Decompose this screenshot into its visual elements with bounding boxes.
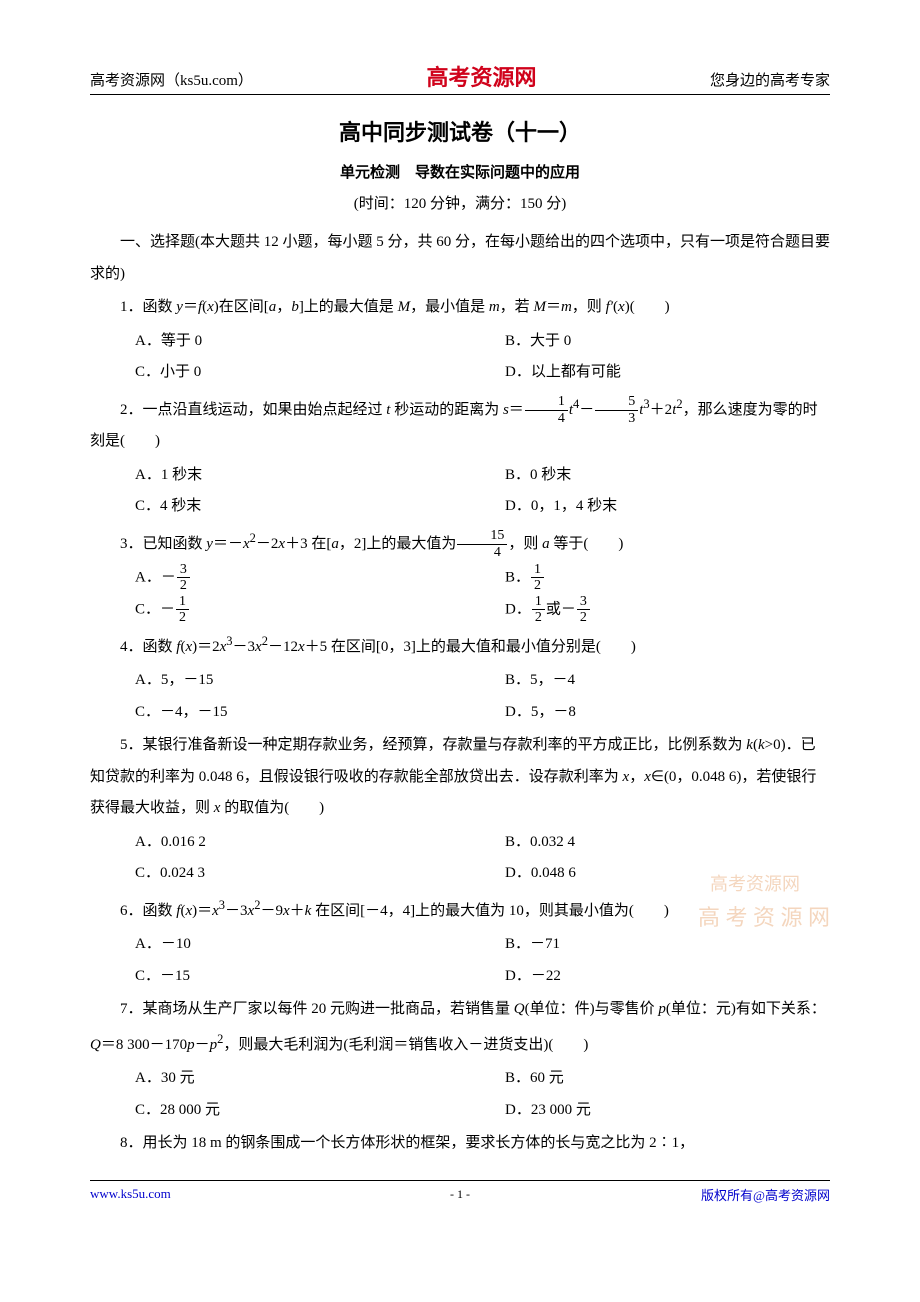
q1-opt-d: D．以上都有可能 — [460, 357, 830, 389]
section-text: 一、选择题(本大题共 12 小题，每小题 5 分，共 60 分，在每小题给出的四… — [90, 234, 830, 282]
q1-opt-b: B．大于 0 — [460, 326, 830, 358]
q3-opt-c: C．－12 — [90, 594, 460, 626]
q6-opt-d: D．－22 — [460, 961, 830, 993]
footer-copyright: 版权所有@高考资源网 — [701, 1185, 830, 1204]
q1-opt-a: A．等于 0 — [90, 326, 460, 358]
question-6-options: A．－10 B．－71 C．－15 D．－22 — [90, 929, 830, 992]
q7-opt-b: B．60 元 — [460, 1063, 830, 1095]
exam-subtitle: 单元检测 导数在实际问题中的应用 — [90, 161, 830, 182]
question-5-options: A．0.016 2 B．0.032 4 C．0.024 3 D．0.048 6 — [90, 827, 830, 890]
footer-url: www.ks5u.com — [90, 1186, 171, 1202]
question-4: 4．函数 f(x)＝2x3－3x2－12x＋5 在区间[0，3]上的最大值和最小… — [90, 628, 830, 664]
question-3: 3．已知函数 y＝－x2－2x＋3 在[a，2]上的最大值为154，则 a 等于… — [90, 525, 830, 561]
q3-opt-d: D．12或－32 — [460, 594, 830, 626]
header-right: 您身边的高考专家 — [710, 69, 830, 90]
question-4-options: A．5，－15 B．5，－4 C．－4，－15 D．5，－8 — [90, 665, 830, 728]
q7-opt-d: D．23 000 元 — [460, 1095, 830, 1127]
q2-opt-a: A．1 秒末 — [90, 460, 460, 492]
q7-opt-c: C．28 000 元 — [90, 1095, 460, 1127]
header-center-logo: 高考资源网 — [426, 60, 536, 92]
q5-opt-a: A．0.016 2 — [90, 827, 460, 859]
question-8: 8．用长为 18 m 的钢条围成一个长方体形状的框架，要求长方体的长与宽之比为 … — [90, 1128, 830, 1160]
question-2-options: A．1 秒末 B．0 秒末 C．4 秒末 D．0，1，4 秒末 — [90, 460, 830, 523]
q4-opt-d: D．5，－8 — [460, 697, 830, 729]
q6-opt-c: C．－15 — [90, 961, 460, 993]
q3-opt-b: B．12 — [460, 562, 830, 594]
section-heading: 一、选择题(本大题共 12 小题，每小题 5 分，共 60 分，在每小题给出的四… — [90, 227, 830, 290]
question-1: 1．函数 y＝f(x)在区间[a，b]上的最大值是 M，最小值是 m，若 M＝m… — [90, 292, 830, 324]
q2-opt-b: B．0 秒末 — [460, 460, 830, 492]
q2-opt-d: D．0，1，4 秒末 — [460, 491, 830, 523]
page-footer: www.ks5u.com - 1 - 版权所有@高考资源网 — [90, 1180, 830, 1204]
question-1-options: A．等于 0 B．大于 0 C．小于 0 D．以上都有可能 — [90, 326, 830, 389]
q5-opt-b: B．0.032 4 — [460, 827, 830, 859]
header-left: 高考资源网（ks5u.com） — [90, 69, 253, 90]
q5-opt-c: C．0.024 3 — [90, 858, 460, 890]
footer-pagenum: - 1 - — [450, 1187, 470, 1202]
page-header: 高考资源网（ks5u.com） 高考资源网 您身边的高考专家 — [90, 60, 830, 95]
q3-opt-a: A．－32 — [90, 562, 460, 594]
page: 高考资源网（ks5u.com） 高考资源网 您身边的高考专家 高中同步测试卷（十… — [0, 0, 920, 1244]
question-7: 7．某商场从生产厂家以每件 20 元购进一批商品，若销售量 Q(单位：件)与零售… — [90, 994, 830, 1061]
q4-opt-a: A．5，－15 — [90, 665, 460, 697]
q6-opt-a: A．－10 — [90, 929, 460, 961]
q1-opt-c: C．小于 0 — [90, 357, 460, 389]
q7-opt-a: A．30 元 — [90, 1063, 460, 1095]
question-3-options: A．－32 B．12 C．－12 D．12或－32 — [90, 562, 830, 626]
question-2: 2．一点沿直线运动，如果由始点起经过 t 秒运动的距离为 s＝14t4－53t3… — [90, 391, 830, 458]
q5-opt-d: D．0.048 6 — [460, 858, 830, 890]
q4-opt-c: C．－4，－15 — [90, 697, 460, 729]
exam-timeinfo: (时间：120 分钟，满分：150 分) — [90, 192, 830, 213]
q4-opt-b: B．5，－4 — [460, 665, 830, 697]
q6-opt-b: B．－71 — [460, 929, 830, 961]
question-5: 5．某银行准备新设一种定期存款业务，经预算，存款量与存款利率的平方成正比，比例系… — [90, 730, 830, 825]
question-7-options: A．30 元 B．60 元 C．28 000 元 D．23 000 元 — [90, 1063, 830, 1126]
q2-opt-c: C．4 秒末 — [90, 491, 460, 523]
question-6: 6．函数 f(x)＝x3－3x2－9x＋k 在区间[－4，4]上的最大值为 10… — [90, 892, 830, 928]
exam-title: 高中同步测试卷（十一） — [90, 115, 830, 147]
